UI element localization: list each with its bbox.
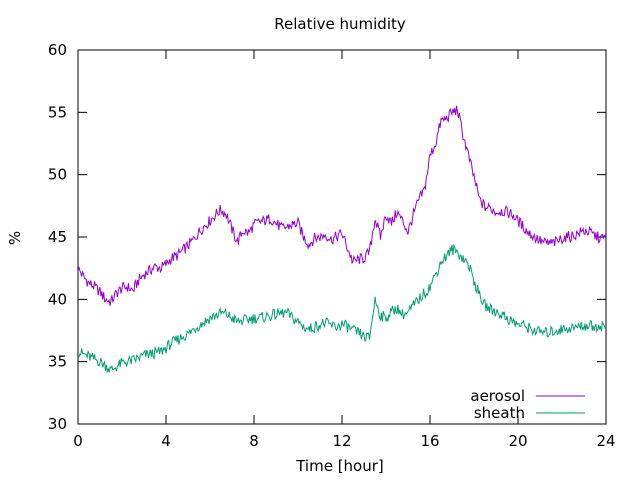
series-group <box>77 105 607 373</box>
x-tick-label: 8 <box>249 432 259 450</box>
x-tick-label: 16 <box>420 432 439 450</box>
x-tick-label: 0 <box>73 432 83 450</box>
y-tick-label: 35 <box>48 353 67 371</box>
series-line-aerosol <box>77 105 607 306</box>
x-tick-label: 20 <box>508 432 527 450</box>
x-axis: 0 4 8 12 16 20 24 <box>73 50 616 450</box>
y-tick-label: 30 <box>48 415 67 433</box>
x-axis-label: Time [hour] <box>295 457 384 475</box>
y-tick-label: 55 <box>48 103 67 121</box>
y-tick-label: 50 <box>48 166 67 184</box>
y-tick-label: 45 <box>48 228 67 246</box>
x-tick-label: 12 <box>332 432 351 450</box>
series-line-sheath <box>77 243 607 373</box>
x-tick-label: 4 <box>161 432 171 450</box>
chart-title: Relative humidity <box>274 15 406 33</box>
y-axis: 30 35 40 45 50 55 60 <box>48 41 606 433</box>
legend-label-aerosol: aerosol <box>470 387 525 405</box>
y-tick-label: 40 <box>48 290 67 308</box>
y-axis-label: % <box>6 231 24 245</box>
x-tick-label: 24 <box>596 432 615 450</box>
y-tick-label: 60 <box>48 41 67 59</box>
legend-label-sheath: sheath <box>474 404 525 422</box>
plot-frame <box>77 49 607 425</box>
